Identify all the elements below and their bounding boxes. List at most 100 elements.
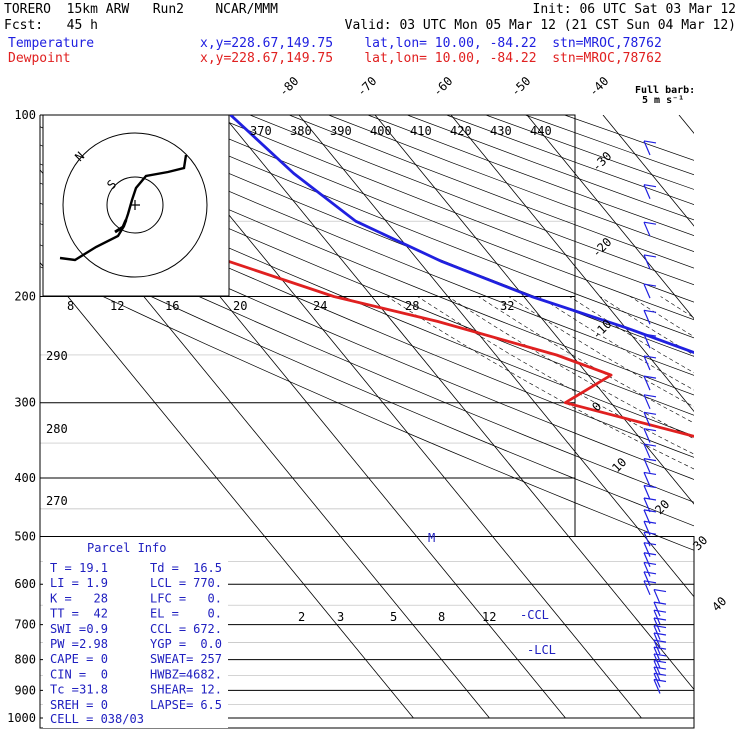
parcel-info-box: Parcel Info T = 19.1 Td = 16.5 LI = 1.9 LCL = 7…	[43, 537, 228, 728]
isotherm-line	[40, 261, 414, 719]
wind-barb	[643, 140, 651, 156]
pressure-label: 400	[14, 471, 36, 485]
valid-time: Valid: 03 UTC Mon 05 Mar 12 (21 CST Sun …	[344, 18, 736, 33]
parcel-info-value: Tc =	[50, 683, 79, 697]
mixing-ratio-label: 28	[405, 299, 419, 313]
parcel-info-value: TT =	[50, 607, 79, 621]
wind-barb	[643, 221, 651, 237]
parcel-info-value: 19.1	[79, 561, 108, 575]
wind-barb	[643, 355, 651, 371]
theta-label: 420	[450, 124, 472, 138]
wind-barbs	[643, 140, 667, 694]
mixing-ratio-label: 12	[110, 299, 124, 313]
wind-barb	[643, 497, 651, 513]
parcel-info-value: 770.	[193, 576, 222, 590]
moist-adiabat	[447, 296, 694, 440]
dry-adiabat	[328, 115, 694, 252]
temperature-location: x,y=228.67,149.75 lat,lon= 10.00, -84.22…	[200, 36, 662, 51]
theta-side-label: 280	[46, 422, 68, 436]
parcel-info-value: Td =	[150, 561, 179, 575]
mixing-ratio-label: 20	[233, 299, 247, 313]
wind-barb	[643, 428, 651, 443]
pressure-label: 800	[14, 653, 36, 667]
dewpoint-location: x,y=228.67,149.75 lat,lon= 10.00, -84.22…	[200, 51, 662, 66]
theta-label: 380	[290, 124, 312, 138]
ccl-marker: -CCL	[520, 608, 549, 622]
dry-adiabat	[40, 126, 694, 396]
dry-adiabat	[92, 115, 694, 357]
parcel-info-value: 0.	[208, 607, 222, 621]
dry-adiabat	[40, 244, 694, 527]
dry-adiabat	[40, 144, 694, 416]
theta-label: 390	[330, 124, 352, 138]
parcel-info-value: 0.9	[86, 622, 108, 636]
temperature-axis-label: -40	[586, 74, 611, 99]
level-marker-m: M	[428, 531, 435, 545]
isotherm-line	[222, 115, 694, 691]
dry-adiabat	[40, 182, 694, 458]
theta-label: 400	[370, 124, 392, 138]
wind-barb	[643, 443, 651, 459]
isotherm-line	[298, 115, 694, 598]
dry-adiabat	[40, 202, 694, 480]
mixing-ratio-label: 24	[313, 299, 327, 313]
svg-text:5 m s⁻¹: 5 m s⁻¹	[642, 95, 684, 106]
temperature-profile	[229, 115, 694, 354]
wind-barb	[643, 542, 651, 557]
parcel-info-value: LAPSE=	[150, 698, 193, 712]
wind-barb	[643, 283, 651, 299]
parcel-info-value: CIN =	[50, 667, 86, 681]
wind-barb	[643, 562, 651, 577]
parcel-info-value: YGP =	[150, 637, 186, 651]
wind-barb	[643, 394, 651, 410]
pressure-label: 1000	[7, 711, 36, 725]
wind-barb	[653, 601, 661, 617]
parcel-info-value: CCL =	[150, 622, 186, 636]
parcel-info-value: PW =	[50, 637, 79, 651]
pressure-label: 200	[14, 290, 36, 304]
pressure-label: 300	[14, 396, 36, 410]
parcel-info-value: LCL =	[150, 576, 186, 590]
parcel-info-value: 0.0	[200, 637, 222, 651]
temperature-axis-label: -80	[276, 74, 301, 99]
init-time: Init: 06 UTC Sat 03 Mar 12	[532, 2, 737, 17]
isotherm-line	[450, 115, 694, 412]
temperature-axis-label: -10	[589, 317, 614, 342]
parcel-info-value: LFC =	[150, 591, 186, 605]
mixing-ratio-label: 16	[165, 299, 179, 313]
wind-barb	[653, 632, 661, 648]
parcel-info-value: 4682.	[186, 667, 222, 681]
temperature-axis-label: -70	[354, 74, 379, 99]
parcel-info-value: 28	[94, 591, 108, 605]
theta-label: 370	[250, 124, 272, 138]
isotherm-line	[526, 115, 694, 320]
dry-adiabat	[40, 163, 694, 437]
wind-barb	[643, 310, 651, 325]
pressure-label: 500	[14, 529, 36, 543]
dry-adiabat	[210, 115, 694, 303]
model-title: TORERO 15km ARW Run2 NCAR/MMM	[4, 2, 278, 17]
dry-adiabat	[525, 115, 694, 176]
pressure-label: 900	[14, 683, 36, 697]
wind-barb	[643, 580, 651, 596]
wind-barb	[643, 254, 651, 270]
pressure-label: 700	[14, 618, 36, 632]
parcel-info-value: K =	[50, 591, 72, 605]
dry-adiabat	[407, 115, 694, 221]
mixing-ratio-label: 5	[390, 610, 397, 624]
isotherm-line	[602, 115, 694, 227]
parcel-info-value: 2.98	[79, 637, 108, 651]
dry-adiabat	[40, 223, 694, 503]
parcel-info-value: EL =	[150, 607, 179, 621]
parcel-info-value: 257	[200, 652, 222, 666]
mixing-ratio-label: 8	[67, 299, 74, 313]
pressure-label: 600	[14, 577, 36, 591]
isotherm-line	[678, 115, 694, 134]
mixing-ratio-label: 8	[438, 610, 445, 624]
mixing-ratio-label: 3	[337, 610, 344, 624]
parcel-info-value: CAPE =	[50, 652, 93, 666]
parcel-cell: CELL = 038/03	[50, 712, 144, 726]
wind-barb	[643, 571, 651, 587]
parcel-info-value: SWEAT=	[150, 652, 193, 666]
